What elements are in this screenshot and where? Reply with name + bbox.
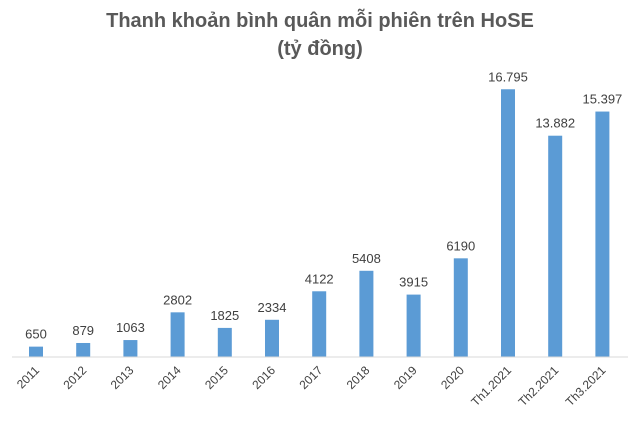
data-label-Th1.2021: 16.795 xyxy=(488,69,528,84)
bars-group xyxy=(29,89,610,357)
bar-Th2.2021 xyxy=(548,135,563,357)
bar-Th3.2021 xyxy=(595,111,610,357)
data-label-Th3.2021: 15.397 xyxy=(583,92,623,107)
chart-title: Thanh khoản bình quân mỗi phiên trên HoS… xyxy=(106,10,534,32)
bar-2019 xyxy=(406,294,421,357)
bar-Th1.2021 xyxy=(501,89,515,357)
x-tick-labels-group: 2011 2012 2013 2014 2015 2016 2017 2018 2019 2020… xyxy=(14,363,609,409)
data-label-2014: 2802 xyxy=(163,292,192,307)
data-label-2015: 1825 xyxy=(210,308,239,323)
x-tick-2016: 2016 xyxy=(249,363,278,392)
x-tick-2012: 2012 xyxy=(61,363,90,392)
x-tick-Th1.2021: Th1.2021 xyxy=(468,363,514,409)
x-tick-2018: 2018 xyxy=(344,363,373,392)
x-tick-2019: 2019 xyxy=(391,363,420,392)
x-tick-2020: 2020 xyxy=(438,363,467,392)
data-label-2018: 5408 xyxy=(352,251,381,266)
x-tick-2014: 2014 xyxy=(155,363,184,392)
bar-2016 xyxy=(265,319,279,357)
data-label-2019: 3915 xyxy=(399,275,428,290)
bar-2014 xyxy=(170,312,185,357)
x-tick-2013: 2013 xyxy=(108,363,137,392)
data-labels-group: 650 879 1063 2802 1825 2334 4122 5408 3915 6190 16… xyxy=(25,69,622,341)
x-tick-Th2.2021: Th2.2021 xyxy=(516,363,562,409)
bar-2020 xyxy=(453,258,468,357)
data-label-2012: 879 xyxy=(72,323,94,338)
bar-2018 xyxy=(359,270,374,357)
chart-subtitle: (tỷ đồng) xyxy=(277,38,363,60)
bar-2012 xyxy=(76,342,91,357)
data-label-2013: 1063 xyxy=(116,320,145,335)
bar-2015 xyxy=(217,327,232,357)
data-label-2020: 6190 xyxy=(446,238,475,253)
x-tick-2011: 2011 xyxy=(14,363,42,391)
data-label-2016: 2334 xyxy=(258,300,287,315)
data-label-2017: 4122 xyxy=(305,271,334,286)
data-label-2011: 650 xyxy=(25,327,47,342)
data-label-Th2.2021: 13.882 xyxy=(535,116,575,131)
bar-2013 xyxy=(123,340,138,357)
x-tick-2015: 2015 xyxy=(202,363,231,392)
x-tick-Th3.2021: Th3.2021 xyxy=(563,363,609,409)
bar-2017 xyxy=(312,291,327,357)
x-tick-2017: 2017 xyxy=(297,363,326,392)
bar-2011 xyxy=(29,346,43,357)
